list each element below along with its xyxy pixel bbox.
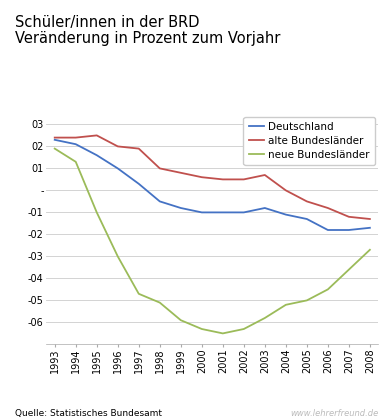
alte Bundesländer [52,135,57,140]
Deutschland [73,142,78,147]
Deutschland [178,205,183,210]
alte Bundesländer [200,175,204,180]
alte Bundesländer [73,135,78,140]
alte Bundesländer [157,166,162,171]
Deutschland [157,199,162,204]
alte Bundesländer [242,177,246,182]
Deutschland [262,205,267,210]
Line: Deutschland: Deutschland [55,140,370,230]
Deutschland [115,166,120,171]
Line: neue Bundesländer: neue Bundesländer [55,149,370,333]
neue Bundesländer [115,254,120,259]
Deutschland [325,228,330,233]
neue Bundesländer [73,159,78,164]
Line: alte Bundesländer: alte Bundesländer [55,135,370,219]
alte Bundesländer [305,199,309,204]
Deutschland [347,228,351,233]
Legend: Deutschland, alte Bundesländer, neue Bundesländer: Deutschland, alte Bundesländer, neue Bun… [244,116,375,165]
alte Bundesländer [262,173,267,178]
neue Bundesländer [347,267,351,272]
Deutschland [136,181,141,186]
neue Bundesländer [200,326,204,331]
Deutschland [200,210,204,215]
neue Bundesländer [95,210,99,215]
Text: Schüler/innen in der BRD: Schüler/innen in der BRD [15,15,200,30]
neue Bundesländer [136,291,141,297]
neue Bundesländer [325,287,330,292]
Deutschland [242,210,246,215]
Deutschland [305,216,309,221]
neue Bundesländer [157,300,162,305]
neue Bundesländer [284,302,288,307]
Deutschland [220,210,225,215]
alte Bundesländer [284,188,288,193]
alte Bundesländer [115,144,120,149]
neue Bundesländer [52,146,57,151]
alte Bundesländer [178,170,183,175]
Deutschland [52,137,57,142]
neue Bundesländer [242,326,246,331]
alte Bundesländer [347,214,351,219]
alte Bundesländer [325,205,330,210]
neue Bundesländer [367,247,372,252]
Deutschland [367,225,372,230]
neue Bundesländer [220,331,225,336]
neue Bundesländer [262,315,267,320]
neue Bundesländer [305,298,309,303]
Text: Quelle: Statistisches Bundesamt: Quelle: Statistisches Bundesamt [15,409,163,418]
Text: www.lehrerfreund.de: www.lehrerfreund.de [290,409,378,418]
alte Bundesländer [220,177,225,182]
Deutschland [284,212,288,217]
alte Bundesländer [95,133,99,138]
Deutschland [95,153,99,158]
neue Bundesländer [178,318,183,323]
alte Bundesländer [367,216,372,221]
Text: Veränderung in Prozent zum Vorjahr: Veränderung in Prozent zum Vorjahr [15,32,281,47]
alte Bundesländer [136,146,141,151]
